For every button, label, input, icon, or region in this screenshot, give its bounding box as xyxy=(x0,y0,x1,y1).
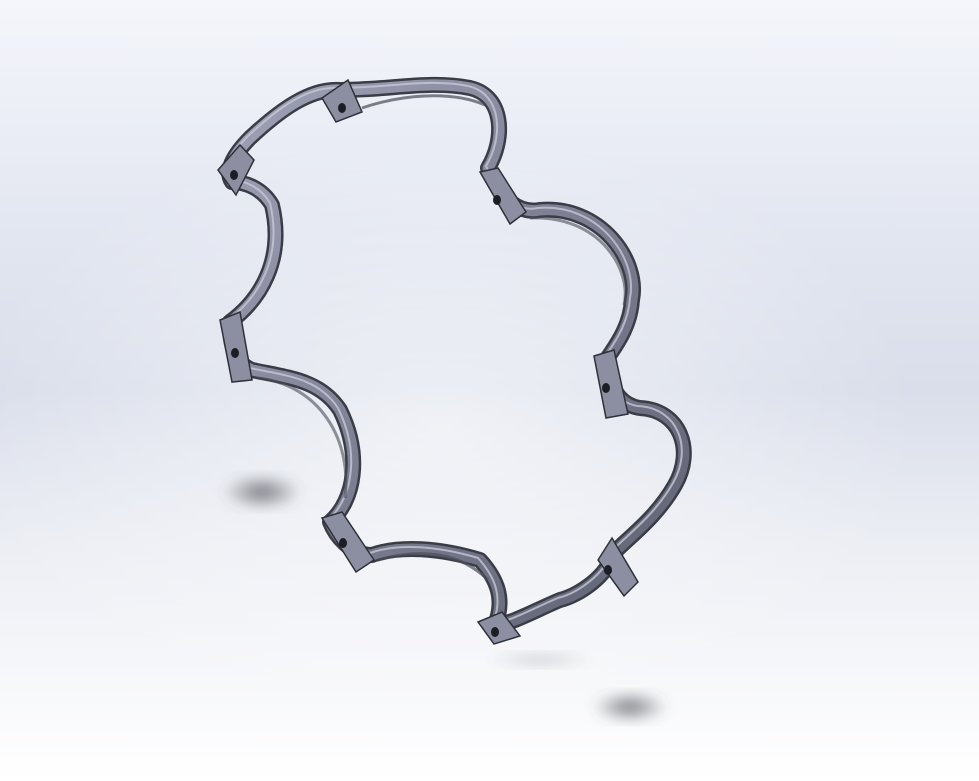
bolt-hole xyxy=(604,565,612,575)
mounting-tab-right-lower[interactable] xyxy=(597,536,639,598)
mounting-tab-left-middle[interactable] xyxy=(219,310,253,383)
bolt-hole xyxy=(339,538,347,548)
mounting-tab-left-upper[interactable] xyxy=(217,143,255,197)
mounting-tab-left-lower[interactable] xyxy=(320,511,376,574)
bolt-hole xyxy=(338,103,346,113)
band-inner-flange-bottom xyxy=(377,552,490,582)
clamp-ring-model[interactable] xyxy=(217,76,692,645)
mounting-tab-right-upper[interactable] xyxy=(478,167,528,226)
bolt-hole xyxy=(493,195,501,205)
band-inner-flange-right xyxy=(529,216,627,306)
mounting-tab-top-left[interactable] xyxy=(321,78,364,123)
ground-shadow xyxy=(222,474,668,723)
band-inner-flange-top xyxy=(361,94,486,110)
bolt-hole xyxy=(491,627,499,637)
band-inner-flange-left xyxy=(257,376,348,499)
bolt-hole xyxy=(602,383,610,393)
bolt-hole xyxy=(231,348,239,358)
mounting-tab-right-middle[interactable] xyxy=(593,349,629,419)
mounting-tab-bottom[interactable] xyxy=(476,611,522,645)
bolt-hole xyxy=(230,170,238,180)
